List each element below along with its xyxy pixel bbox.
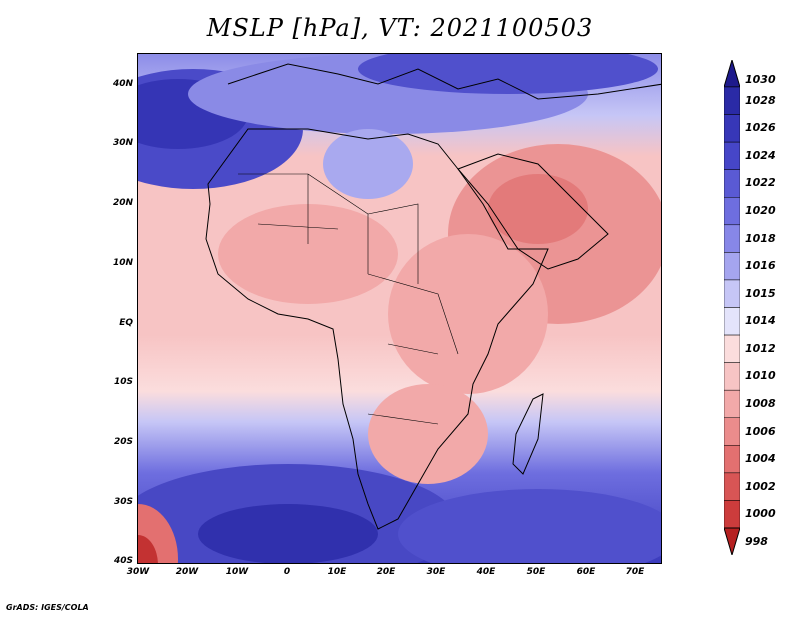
colorbar-band	[724, 472, 740, 501]
colorbar-label: 1016	[745, 259, 776, 273]
x-tick-label: 20W	[175, 567, 199, 577]
colorbar-label: 1012	[745, 341, 776, 355]
x-tick-label: 20E	[376, 567, 396, 577]
black-sea-high	[358, 54, 658, 94]
colorbar-label: 998	[745, 534, 768, 548]
colorbar-band	[724, 500, 740, 529]
colorbar-band	[724, 169, 740, 198]
y-tick-label: 40N	[112, 79, 133, 89]
pressure-map	[137, 53, 662, 564]
colorbar-label: 1000	[745, 507, 776, 521]
colorbar	[724, 60, 740, 555]
y-tick-label: 20N	[112, 198, 133, 208]
colorbar-band	[724, 141, 740, 170]
x-tick-label: 50E	[526, 567, 546, 577]
colorbar-band	[724, 114, 740, 143]
colorbar-band	[724, 417, 740, 446]
colorbar-band	[724, 197, 740, 226]
south-atlantic-high-core	[198, 504, 378, 563]
madagascar-outline	[512, 393, 544, 475]
arabian-low-core	[488, 174, 588, 244]
colorbar-band	[724, 362, 740, 391]
y-tick-label: 40S	[113, 556, 133, 566]
y-tick-label: 30N	[112, 138, 133, 148]
colorbar-top-arrow	[724, 60, 740, 88]
colorbar-label: 1002	[745, 479, 776, 493]
colorbar-bottom-arrow	[724, 527, 740, 555]
y-tick-label: 20S	[113, 437, 133, 447]
africa-coastline	[205, 128, 549, 530]
x-tick-label: 30E	[426, 567, 446, 577]
x-tick-label: 10W	[225, 567, 249, 577]
colorbar-label: 1010	[745, 369, 776, 383]
colorbar-label: 1006	[745, 424, 776, 438]
y-tick-label: 10N	[112, 258, 133, 268]
x-tick-label: 40E	[476, 567, 496, 577]
colorbar-label: 1028	[745, 93, 776, 107]
colorbar-label: 1004	[745, 452, 776, 466]
europe-coastline	[227, 63, 661, 100]
colorbar-label: 1015	[745, 286, 776, 300]
x-tick-label: 30W	[126, 567, 150, 577]
arabian-peninsula-outline	[457, 153, 609, 270]
colorbar-band	[724, 279, 740, 308]
colorbar-band	[724, 445, 740, 474]
country-borders	[238, 173, 459, 425]
southwest-low-core	[138, 535, 158, 563]
colorbar-label: 1030	[745, 73, 776, 86]
colorbar-band	[724, 389, 740, 418]
libya-high	[323, 129, 413, 199]
sahel-low	[218, 204, 398, 304]
colorbar-band	[724, 252, 740, 281]
colorbar-label: 1018	[745, 231, 776, 245]
chart-title: MSLP [hPa], VT: 2021100503	[206, 14, 594, 42]
indian-ocean-high	[398, 489, 661, 563]
x-tick-label: 60E	[576, 567, 596, 577]
x-tick-label: 0	[283, 567, 291, 577]
colorbar-label: 1020	[745, 204, 776, 218]
x-tick-label: 10E	[327, 567, 347, 577]
colorbar-band	[724, 334, 740, 363]
colorbar-band	[724, 86, 740, 115]
colorbar-label: 1014	[745, 314, 776, 328]
colorbar-label: 1022	[745, 176, 776, 190]
x-tick-label: 70E	[625, 567, 645, 577]
colorbar-band	[724, 224, 740, 253]
colorbar-band	[724, 307, 740, 336]
colorbar-label: 1024	[745, 148, 776, 162]
colorbar-label: 1008	[745, 396, 776, 410]
central-africa-low	[368, 384, 488, 484]
y-tick-label: 30S	[113, 497, 133, 507]
colorbar-label: 1026	[745, 121, 776, 135]
east-africa-low	[388, 234, 548, 394]
credit-text: GrADS: IGES/COLA	[6, 603, 89, 612]
y-tick-label: 10S	[113, 377, 133, 387]
y-tick-label: EQ	[119, 318, 133, 328]
